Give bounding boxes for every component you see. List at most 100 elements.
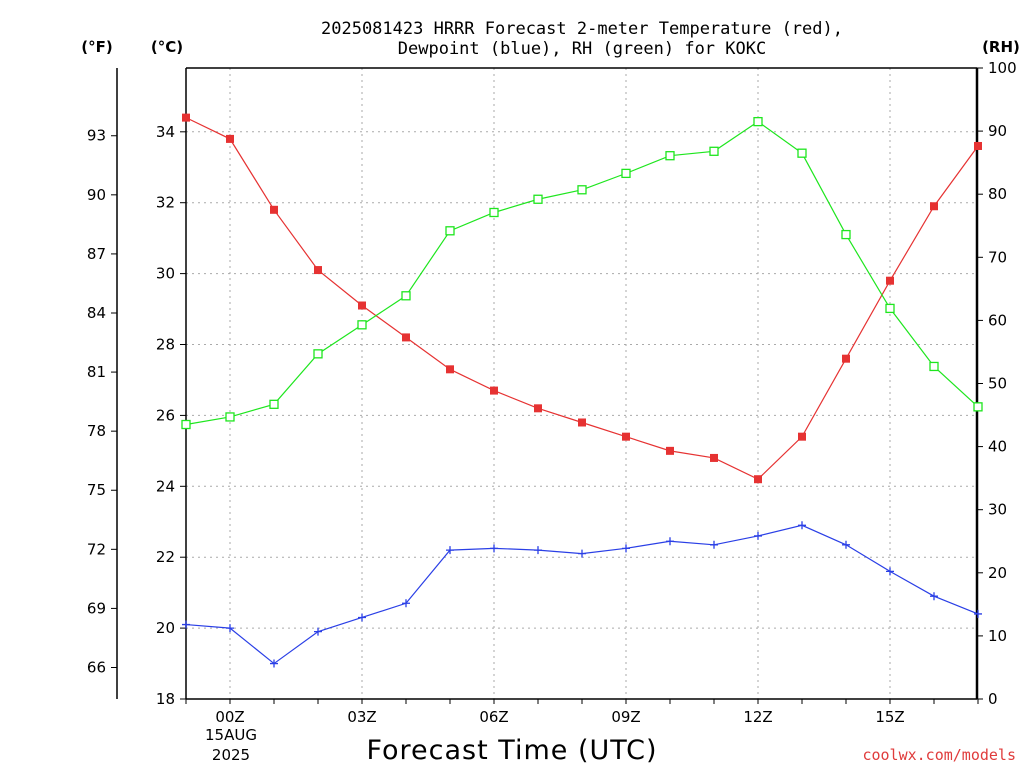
temperature-point — [358, 301, 366, 310]
x-date-line-1: 15AUG — [205, 726, 257, 744]
rh-point — [357, 320, 367, 330]
rh-point — [269, 399, 279, 409]
temperature-point — [534, 404, 542, 413]
x-tick-label: 00Z — [215, 708, 244, 726]
dewpoint-point — [974, 609, 982, 618]
fahrenheit-tick-label: 90 — [87, 186, 106, 204]
fahrenheit-tick-label: 69 — [87, 599, 106, 617]
tick-labels: 18 20 22 24 26 28 30 32 34 66 69 72 75 78 81 84 87 90 93 0 1… — [87, 59, 1017, 726]
x-tick-label: 03Z — [347, 708, 376, 726]
x-tick-label: 06Z — [479, 708, 508, 726]
rh-tick-label: 100 — [988, 59, 1017, 77]
celsius-unit-label: (°C) — [151, 38, 183, 56]
fahrenheit-tick-label: 78 — [87, 422, 106, 440]
fahrenheit-tick-label: 84 — [87, 304, 106, 322]
rh-point — [181, 419, 191, 430]
temperature-point — [842, 354, 850, 363]
rh-point — [929, 361, 939, 372]
temperature-point — [754, 475, 762, 484]
temperature-point — [314, 266, 322, 275]
rh-point — [885, 303, 895, 314]
axes — [116, 67, 979, 700]
dewpoint-point — [358, 613, 366, 622]
rh-point — [621, 168, 631, 179]
rh-tick-label: 20 — [988, 564, 1007, 582]
dewpoint-point — [842, 540, 850, 549]
rh-point — [709, 146, 719, 156]
dewpoint-series — [182, 521, 982, 668]
temperature-point — [226, 134, 234, 143]
rh-tick-label: 60 — [988, 311, 1007, 329]
dewpoint-point — [270, 659, 278, 668]
fahrenheit-tick-label: 75 — [87, 481, 106, 499]
celsius-tick-label: 24 — [156, 477, 175, 495]
temperature-point — [446, 365, 454, 374]
chart-title-line-1: 2025081423 HRRR Forecast 2-meter Tempera… — [321, 19, 843, 39]
celsius-tick-label: 18 — [156, 690, 175, 708]
temperature-point — [974, 141, 982, 150]
celsius-tick-label: 22 — [156, 548, 175, 566]
dewpoint-point — [666, 537, 674, 546]
dewpoint-point — [798, 521, 806, 530]
rh-series — [181, 116, 983, 430]
temperature-point — [182, 113, 190, 122]
dewpoint-point — [578, 549, 586, 558]
temperature-point — [270, 205, 278, 214]
rh-tick-label: 80 — [988, 185, 1007, 203]
rh-unit-label: (RH) — [982, 38, 1020, 56]
rh-point — [797, 148, 807, 158]
celsius-tick-label: 30 — [156, 265, 175, 283]
x-tick-label: 09Z — [611, 708, 640, 726]
celsius-tick-label: 32 — [156, 194, 175, 212]
dewpoint-point — [314, 627, 322, 636]
celsius-tick-label: 20 — [156, 619, 175, 637]
dewpoint-point — [446, 546, 454, 555]
dewpoint-point — [534, 546, 542, 555]
x-date-line-2: 2025 — [212, 746, 250, 764]
celsius-tick-label: 28 — [156, 336, 175, 354]
rh-point — [445, 226, 455, 236]
rh-tick-label: 70 — [988, 248, 1007, 266]
site-credit: coolwx.com/models — [862, 746, 1016, 764]
grid-lines — [186, 68, 977, 699]
x-tick-label: 15Z — [875, 708, 904, 726]
rh-point — [973, 402, 983, 412]
fahrenheit-tick-label: 87 — [87, 245, 106, 263]
fahrenheit-unit-label: (°F) — [81, 38, 112, 56]
rh-point — [225, 412, 235, 422]
rh-tick-label: 10 — [988, 627, 1007, 645]
temperature-point — [930, 202, 938, 211]
dewpoint-point — [226, 624, 234, 633]
chart-title-line-2: Dewpoint (blue), RH (green) for KOKC — [398, 39, 766, 59]
celsius-tick-label: 26 — [156, 406, 175, 424]
dewpoint-point — [490, 544, 498, 553]
temperature-point — [886, 276, 894, 285]
rh-tick-label: 0 — [988, 690, 998, 708]
rh-point — [401, 291, 411, 301]
dewpoint-point — [182, 620, 190, 629]
x-axis-label: Forecast Time (UTC) — [366, 735, 657, 766]
fahrenheit-tick-label: 93 — [87, 127, 106, 145]
temperature-point — [402, 333, 410, 342]
dewpoint-point — [886, 567, 894, 576]
fahrenheit-tick-label: 72 — [87, 540, 106, 558]
temperature-point — [490, 386, 498, 395]
temperature-point — [622, 432, 630, 441]
dewpoint-point — [402, 599, 410, 608]
fahrenheit-tick-label: 66 — [87, 658, 106, 676]
temperature-series — [182, 113, 982, 484]
rh-point — [313, 349, 323, 359]
rh-point — [577, 185, 587, 195]
rh-point — [665, 151, 675, 161]
dewpoint-point — [930, 592, 938, 601]
rh-point — [489, 207, 499, 218]
dewpoint-point — [622, 544, 630, 553]
dewpoint-point — [754, 531, 762, 540]
temperature-point — [666, 446, 674, 455]
data-series — [181, 113, 983, 668]
rh-tick-label: 30 — [988, 501, 1007, 519]
rh-point — [533, 194, 543, 204]
x-tick-label: 12Z — [743, 708, 772, 726]
celsius-tick-label: 34 — [156, 123, 175, 141]
